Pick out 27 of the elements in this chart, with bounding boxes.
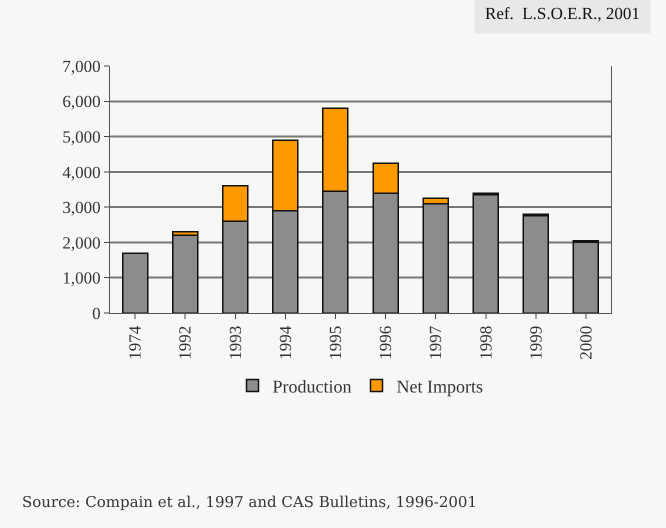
- x-tick-label: 1998: [476, 326, 496, 360]
- bar: [522, 215, 550, 313]
- bar: [122, 252, 148, 313]
- bar: [572, 242, 600, 313]
- x-tick-label: 1974: [126, 325, 145, 360]
- bar: [472, 194, 500, 313]
- y-tick-label: 6,000: [62, 92, 101, 112]
- bar: [172, 234, 198, 313]
- x-tick-label: 1999: [526, 326, 546, 360]
- x-tick-label: 1992: [176, 326, 195, 360]
- source-note: Source: Compain et al., 1997 and CAS Bulletins, 1996-2001: [22, 493, 478, 511]
- y-tick-label: 3,000: [62, 198, 101, 218]
- x-tick-label: 1997: [426, 325, 446, 360]
- x-tick-label: 1996: [376, 326, 396, 360]
- y-tick-label: 1,000: [62, 268, 101, 288]
- legend-label: Net Imports: [396, 376, 483, 397]
- y-tick-label: 0: [92, 304, 101, 323]
- legend-label: Production: [272, 376, 352, 397]
- x-tick-label: 1994: [276, 325, 295, 360]
- x-tick-label: 1995: [326, 326, 345, 360]
- x-tick-label: 2000: [576, 326, 596, 360]
- text: Ref. L.S.O.E.R., 2001: [485, 4, 640, 23]
- y-tick-label: 7,000: [62, 56, 101, 76]
- x-tick-label: 1993: [226, 326, 245, 360]
- y-tick-label: 4,000: [62, 162, 101, 182]
- y-tick-label: 5,000: [62, 128, 101, 147]
- y-tick-label: 2,000: [62, 233, 101, 252]
